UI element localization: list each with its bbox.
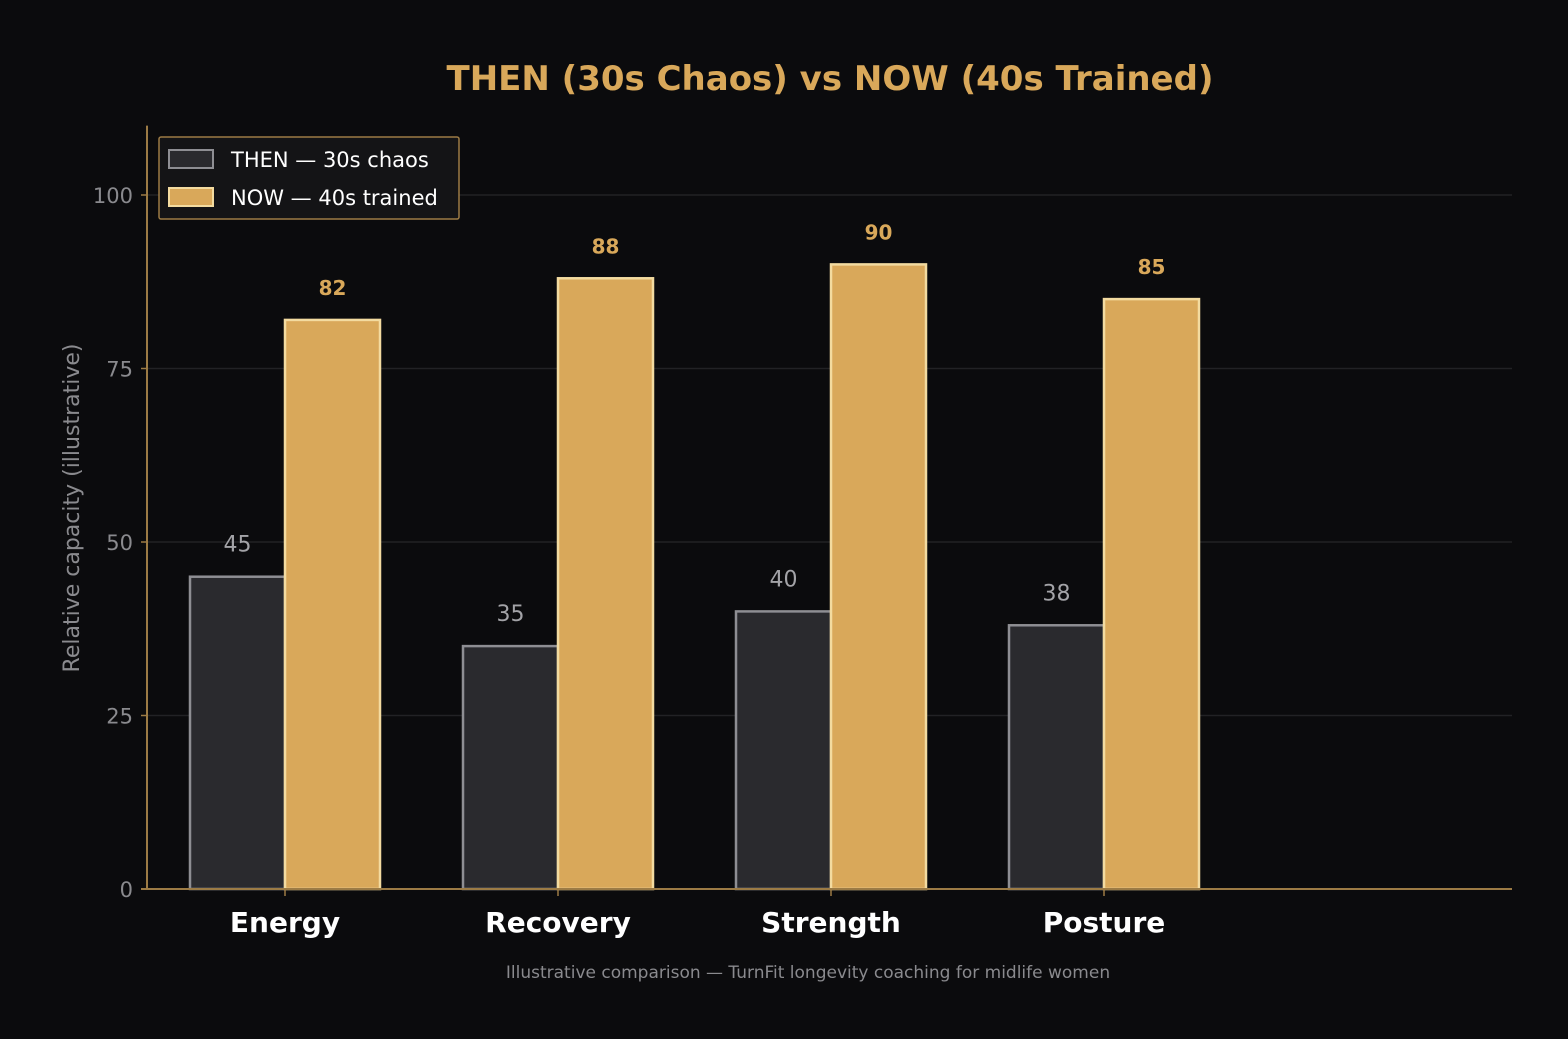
bar-now-recovery <box>556 277 655 891</box>
legend-box <box>158 136 460 220</box>
y-tick-label: 25 <box>106 705 133 729</box>
value-label-then-posture: 38 <box>1043 581 1071 606</box>
legend-swatch-now <box>168 187 214 207</box>
legend: THEN — 30s chaos NOW — 40s trained <box>158 136 460 220</box>
bar-then-strength <box>734 610 833 891</box>
value-label-then-recovery: 35 <box>497 602 525 627</box>
legend-label-now: NOW — 40s trained <box>231 186 438 210</box>
y-tick-label: 50 <box>106 531 133 555</box>
footnote: Illustrative comparison — TurnFit longev… <box>506 963 1110 983</box>
legend-label-then: THEN — 30s chaos <box>230 148 429 172</box>
chart-title: THEN (30s Chaos) vs NOW (40s Trained) <box>447 59 1214 99</box>
y-tick-label: 0 <box>120 878 133 902</box>
bar-now-posture <box>1102 297 1201 891</box>
bars <box>188 263 1201 891</box>
y-tick-label: 75 <box>106 358 133 382</box>
category-label-energy: Energy <box>230 906 340 939</box>
axes <box>141 125 1512 890</box>
bar-now-energy <box>283 318 382 891</box>
category-label-posture: Posture <box>1043 906 1166 939</box>
value-label-now-strength: 90 <box>865 220 893 244</box>
y-axis-title: Relative capacity (illustrative) <box>60 344 85 673</box>
value-label-now-posture: 85 <box>1138 255 1166 279</box>
value-label-then-energy: 45 <box>224 533 252 558</box>
bar-then-recovery <box>461 644 560 891</box>
value-label-now-recovery: 88 <box>592 234 620 258</box>
value-label-then-strength: 40 <box>770 567 798 592</box>
bar-then-energy <box>188 575 287 891</box>
legend-swatch-then <box>168 149 214 169</box>
y-tick-label: 100 <box>93 184 133 208</box>
bar-now-strength <box>829 263 928 891</box>
x-axis-categories: Energy Recovery Strength Posture <box>230 889 1165 939</box>
category-label-recovery: Recovery <box>485 906 631 939</box>
bar-then-posture <box>1007 624 1106 891</box>
value-label-now-energy: 82 <box>319 276 347 300</box>
value-labels: 45 82 35 88 40 90 38 85 <box>224 220 1166 627</box>
category-label-strength: Strength <box>761 906 901 939</box>
y-axis-ticks: 0 25 50 75 100 <box>93 184 147 902</box>
